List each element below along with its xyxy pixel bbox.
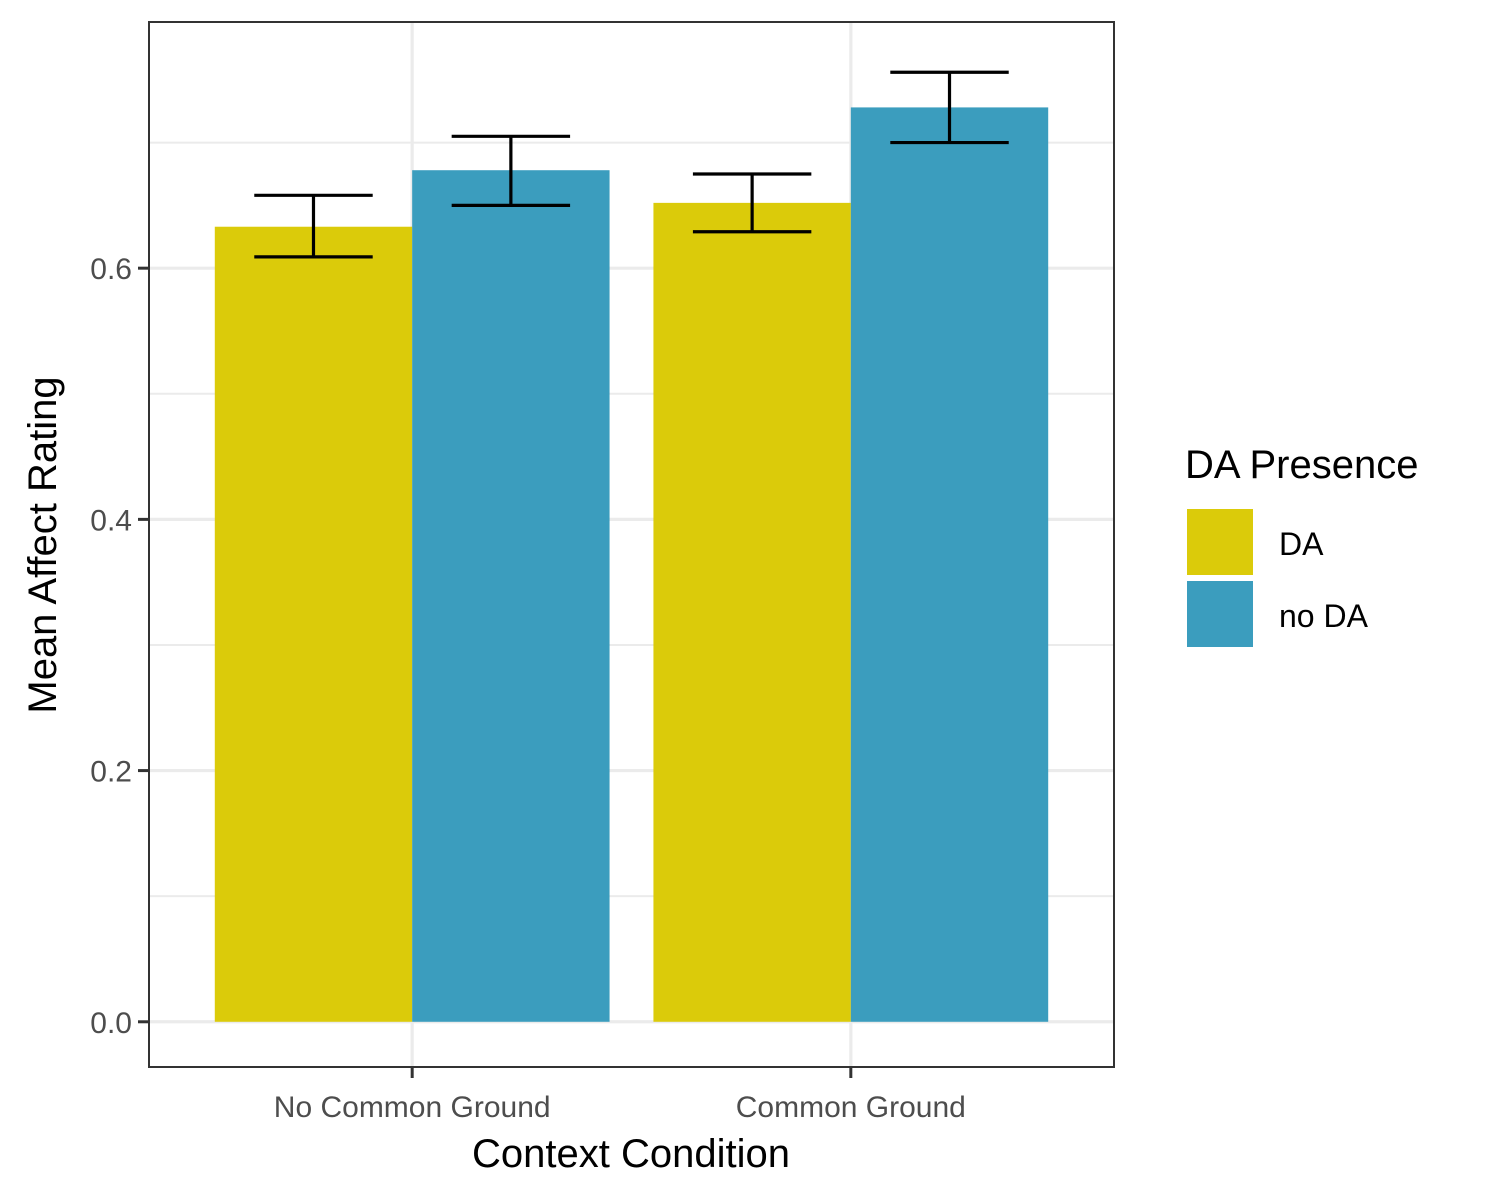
legend-title: DA Presence bbox=[1185, 443, 1418, 487]
bar-no-da bbox=[850, 107, 1049, 1022]
plot-panel-border bbox=[148, 21, 1115, 1068]
y-tick-label: 0.2 bbox=[90, 756, 132, 789]
y-axis-title: Mean Affect Rating bbox=[21, 376, 65, 713]
x-tick-label: No Common Ground bbox=[274, 1091, 551, 1124]
y-tick-label: 0.4 bbox=[90, 504, 132, 537]
x-tick-label: Common Ground bbox=[736, 1091, 966, 1124]
legend-label-da: DA bbox=[1279, 526, 1324, 562]
legend: DA Presence DA no DA bbox=[1185, 443, 1418, 647]
legend-key-no-da bbox=[1187, 581, 1253, 647]
legend-key-da bbox=[1187, 509, 1253, 575]
y-tick-label: 0.0 bbox=[90, 1007, 132, 1040]
bars bbox=[214, 107, 1049, 1022]
bar-da bbox=[653, 202, 851, 1022]
bar-no-da bbox=[412, 170, 610, 1022]
axis-ticks: 0.0 0.2 0.4 0.6 No Common Ground Common Groun… bbox=[90, 253, 966, 1124]
error-bars bbox=[254, 70, 1009, 259]
x-axis-title: Context Condition bbox=[472, 1132, 790, 1176]
legend-label-no-da: no DA bbox=[1279, 598, 1369, 634]
bar-da bbox=[214, 226, 413, 1022]
y-tick-label: 0.6 bbox=[90, 253, 132, 286]
